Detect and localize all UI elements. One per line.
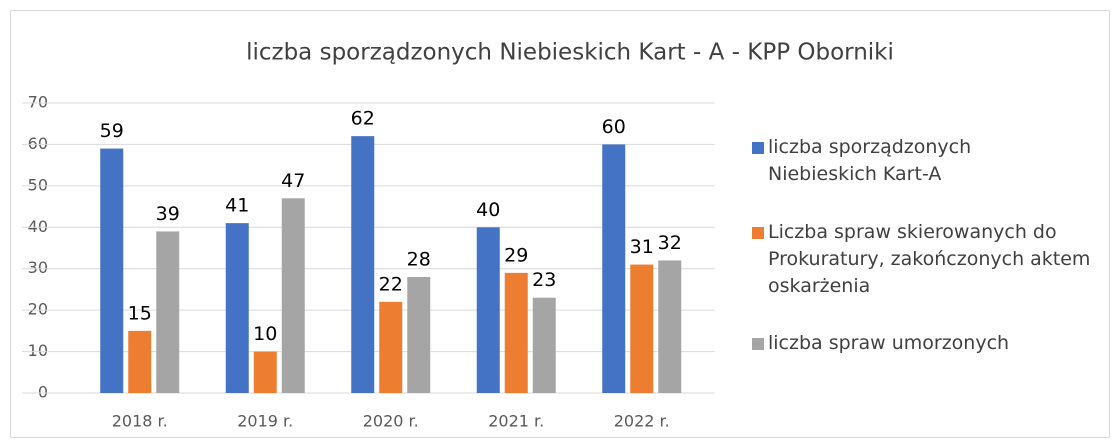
value-label: 23 xyxy=(532,269,556,291)
value-label: 10 xyxy=(253,323,277,345)
value-label: 32 xyxy=(658,232,682,254)
bar xyxy=(379,301,403,393)
bar xyxy=(100,148,124,393)
bar xyxy=(225,223,249,393)
x-tick-label: 2022 r. xyxy=(614,412,670,431)
value-label: 62 xyxy=(351,108,375,130)
y-tick-label: 50 xyxy=(28,175,48,194)
x-tick-label: 2020 r. xyxy=(363,412,419,431)
bar xyxy=(476,227,500,393)
bar xyxy=(253,351,277,393)
value-label: 22 xyxy=(379,273,403,295)
value-label: 60 xyxy=(602,116,626,138)
x-tick-label: 2018 r. xyxy=(112,412,168,431)
y-tick-label: 70 xyxy=(28,93,48,112)
bar xyxy=(630,264,654,393)
value-label: 28 xyxy=(407,249,431,271)
legend-swatch xyxy=(752,338,764,350)
y-tick-label: 30 xyxy=(28,258,48,277)
value-label: 40 xyxy=(476,199,500,221)
bar xyxy=(407,277,431,393)
bar xyxy=(602,144,626,393)
value-label: 41 xyxy=(225,195,249,217)
legend-swatch xyxy=(752,227,764,239)
value-label: 39 xyxy=(156,203,180,225)
bar xyxy=(658,260,682,393)
legend-label: Liczba spraw skierowanych do Prokuratury… xyxy=(768,221,1091,297)
legend-label: liczba sporządzonych Niebieskich Kart-A xyxy=(768,136,972,185)
legend-swatch xyxy=(752,142,764,154)
legend-label: liczba spraw umorzonych xyxy=(768,332,1010,354)
bar xyxy=(532,297,556,393)
bar xyxy=(281,198,305,393)
value-label: 59 xyxy=(100,120,124,142)
bar xyxy=(156,231,180,393)
y-tick-label: 10 xyxy=(28,341,48,360)
value-label: 29 xyxy=(504,244,528,266)
y-tick-label: 60 xyxy=(28,134,48,153)
y-tick-label: 0 xyxy=(38,383,48,402)
y-tick-label: 40 xyxy=(28,217,48,236)
value-label: 31 xyxy=(630,236,654,258)
value-label: 47 xyxy=(281,170,305,192)
bar xyxy=(351,136,375,393)
bar xyxy=(128,330,152,393)
x-tick-label: 2021 r. xyxy=(488,412,544,431)
value-label: 15 xyxy=(128,302,152,324)
chart-border xyxy=(10,10,1110,438)
bar xyxy=(504,272,528,393)
chart-title: liczba sporządzonych Niebieskich Kart - … xyxy=(246,40,894,66)
y-tick-label: 20 xyxy=(28,300,48,319)
x-tick-label: 2019 r. xyxy=(237,412,293,431)
